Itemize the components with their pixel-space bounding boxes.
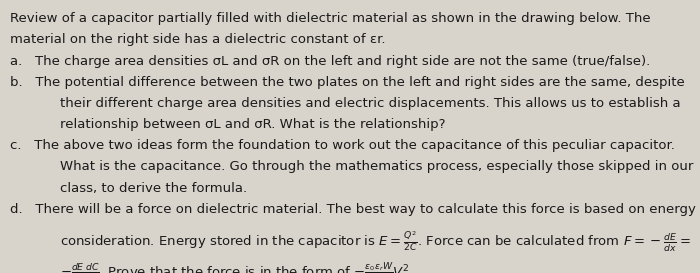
Text: class, to derive the formula.: class, to derive the formula. — [60, 182, 246, 195]
Text: Review of a capacitor partially filled with dielectric material as shown in the : Review of a capacitor partially filled w… — [10, 12, 651, 25]
Text: What is the capacitance. Go through the mathematics process, especially those sk: What is the capacitance. Go through the … — [60, 160, 693, 173]
Text: c.   The above two ideas form the foundation to work out the capacitance of this: c. The above two ideas form the foundati… — [10, 139, 676, 152]
Text: material on the right side has a dielectric constant of εr.: material on the right side has a dielect… — [10, 33, 386, 46]
Text: their different charge area densities and electric displacements. This allows us: their different charge area densities an… — [60, 97, 680, 110]
Text: a.   The charge area densities σL and σR on the left and right side are not the : a. The charge area densities σL and σR o… — [10, 55, 651, 68]
Text: b.   The potential difference between the two plates on the left and right sides: b. The potential difference between the … — [10, 76, 685, 89]
Text: $-\frac{dE}{dC}\frac{dC}{dx}$. Prove that the force is in the form of $-\frac{\v: $-\frac{dE}{dC}\frac{dC}{dx}$. Prove tha… — [60, 261, 413, 273]
Text: d.   There will be a force on dielectric material. The best way to calculate thi: d. There will be a force on dielectric m… — [10, 203, 696, 216]
Text: relationship between σL and σR. What is the relationship?: relationship between σL and σR. What is … — [60, 118, 445, 131]
Text: consideration. Energy stored in the capacitor is $E =\frac{Q^2}{2C}$. Force can : consideration. Energy stored in the capa… — [60, 230, 690, 254]
